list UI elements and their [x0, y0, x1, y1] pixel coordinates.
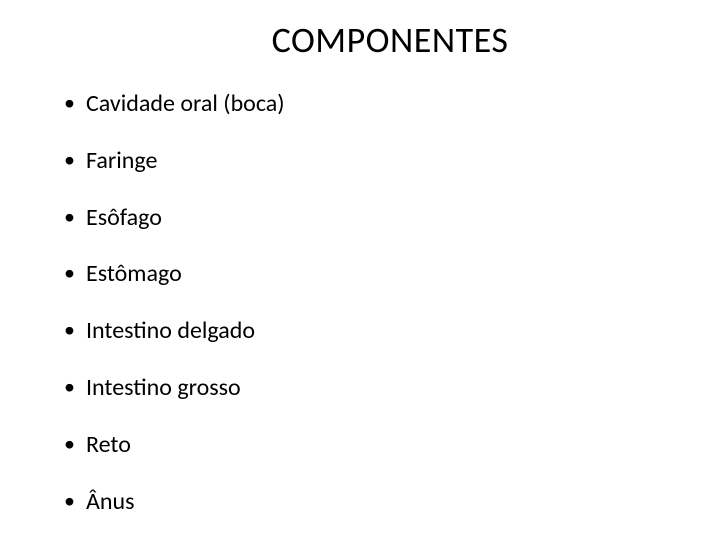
- list-item: Ânus: [60, 488, 660, 517]
- list-item: Cavidade oral (boca): [60, 90, 660, 119]
- list-item: Intestino grosso: [60, 374, 660, 403]
- slide-title: COMPONENTES: [120, 18, 660, 62]
- bullet-list: Cavidade oral (boca) Faringe Esôfago Est…: [60, 90, 660, 516]
- list-item: Faringe: [60, 147, 660, 176]
- list-item: Esôfago: [60, 204, 660, 233]
- list-item: Estômago: [60, 260, 660, 289]
- list-item: Reto: [60, 431, 660, 460]
- list-item: Intestino delgado: [60, 317, 660, 346]
- slide-container: COMPONENTES Cavidade oral (boca) Faringe…: [0, 0, 720, 540]
